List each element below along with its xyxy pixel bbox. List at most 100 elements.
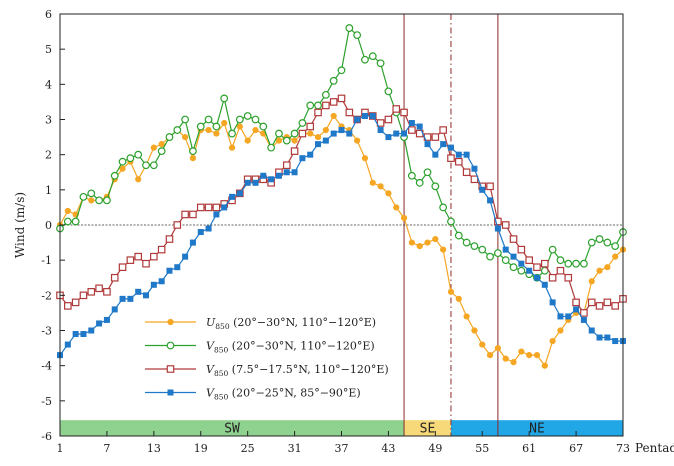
series-2-point	[126, 154, 135, 163]
series-1-point	[463, 313, 470, 320]
x-tick-label: 31	[288, 442, 302, 455]
y-tick-label: 4	[45, 78, 52, 91]
series-1-point	[486, 352, 494, 359]
series-3-point	[470, 175, 479, 184]
series-1-point	[604, 264, 611, 271]
series-1-point	[612, 253, 619, 260]
series-3-point	[384, 115, 393, 124]
series-2-point	[337, 66, 346, 75]
series-2-point	[572, 259, 580, 268]
series-3-point	[95, 284, 103, 293]
series-4-point	[158, 278, 165, 285]
series-4-point	[369, 112, 376, 119]
series-1-point	[150, 144, 157, 151]
series-3-point	[87, 288, 96, 296]
series-3-point	[548, 273, 557, 282]
series-4-point	[580, 316, 587, 323]
series-1-point	[596, 267, 603, 274]
series-4-point	[440, 141, 447, 148]
series-4-point	[64, 341, 71, 348]
series-2-point	[517, 266, 526, 275]
series-3-point	[150, 252, 158, 261]
legend-entry-2: V850 (20°−30°N, 110°−120°E)	[145, 340, 375, 355]
regime-label-sw: SW	[224, 422, 240, 437]
series-1-point	[228, 144, 236, 151]
series-4-point	[135, 288, 142, 295]
series-3-point	[486, 182, 494, 191]
regime-band-ne	[450, 420, 623, 436]
series-1-point	[244, 137, 251, 144]
legend-label: V850 (7.5°−17.5°N, 110°−120°E)	[206, 363, 389, 378]
series-4-point	[197, 229, 204, 236]
series-3-point	[408, 126, 416, 134]
series-3	[56, 94, 627, 317]
series-3-point	[126, 256, 135, 264]
series-2-point	[173, 126, 182, 134]
series-1-point	[221, 119, 228, 127]
series-4-point	[299, 155, 306, 162]
series-4-point	[471, 165, 478, 172]
series-3-point	[564, 273, 573, 282]
series-4-point	[229, 193, 236, 200]
series-3-point	[611, 302, 619, 310]
series-2-point	[243, 112, 252, 120]
legend-entry-1: U850 (20°−30°N, 110°−120°E)	[145, 316, 376, 331]
series-1-point	[88, 197, 95, 204]
series-3-point	[314, 108, 322, 117]
series-1-point	[541, 362, 548, 369]
series-4-point	[213, 211, 220, 218]
series-1-point	[158, 141, 165, 148]
series-1-point	[393, 204, 400, 211]
series-2-point	[447, 217, 455, 226]
series-2-point	[196, 122, 205, 131]
y-tick-label: -5	[41, 395, 52, 408]
series-4-point	[166, 267, 173, 274]
series-3-point	[165, 235, 174, 243]
series-1-point	[494, 344, 501, 352]
series-2-point	[181, 115, 190, 124]
series-1-point	[471, 327, 478, 334]
y-tick-label: -1	[41, 254, 52, 267]
series-3-point	[439, 126, 447, 134]
series-1-point	[455, 295, 462, 302]
series-1-point	[314, 133, 322, 141]
y-tick-label: -4	[41, 360, 52, 373]
series-4	[57, 112, 626, 359]
series-2-point	[220, 94, 229, 103]
series-3-point	[556, 266, 565, 275]
series-4-point	[291, 169, 298, 176]
series-4-point	[432, 151, 439, 158]
series-1-point	[252, 126, 259, 134]
series-2-point	[603, 238, 612, 247]
series-2-point	[595, 235, 604, 243]
series-1-point	[354, 137, 361, 144]
series-3-point	[509, 235, 518, 243]
y-tick-label: -3	[41, 325, 52, 338]
series-3-point	[541, 259, 549, 268]
series-4-point	[88, 327, 95, 334]
series-3-point	[196, 203, 205, 212]
series-1-point	[64, 207, 71, 215]
series-4-point	[205, 225, 212, 232]
series-4-point	[244, 179, 251, 186]
series-3-point	[290, 147, 299, 155]
series-2-point	[118, 157, 127, 166]
series-3-point	[580, 309, 588, 317]
y-tick-label: 0	[45, 219, 52, 232]
series-1-point	[330, 112, 337, 120]
series-4-point	[416, 123, 423, 130]
legend-label: U850 (20°−30°N, 110°−120°E)	[206, 316, 376, 331]
series-1-point	[369, 179, 376, 186]
series-2-point	[204, 115, 213, 124]
series-4-point	[221, 204, 228, 211]
series-3-point	[71, 298, 80, 307]
series-3-point	[587, 298, 596, 307]
series-2-point	[95, 196, 103, 205]
series-2-point	[87, 189, 96, 198]
series-2-point	[361, 55, 369, 64]
series-2-point	[71, 217, 80, 226]
series-4-point	[189, 239, 196, 246]
series-1-point	[205, 126, 212, 134]
series-4-point	[377, 127, 384, 134]
